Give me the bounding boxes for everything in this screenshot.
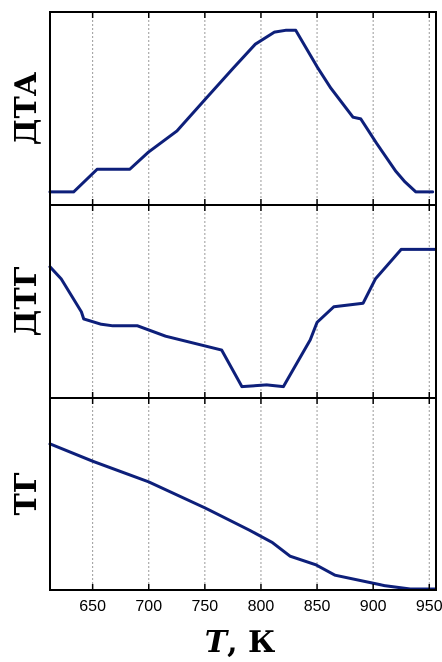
x-tick-label: 700 (135, 598, 162, 615)
x-tick-label: 900 (360, 598, 387, 615)
x-axis-unit: , К (227, 625, 275, 660)
y-axis-label-3: ТГ (9, 472, 44, 515)
tick-layer (91, 12, 431, 590)
panel-frame-3 (49, 397, 437, 591)
x-axis-variable: T (205, 625, 230, 660)
frame-layer (49, 11, 437, 591)
series-line-3 (48, 442, 437, 591)
x-axis-label: T, К (205, 625, 276, 660)
grid-layer (92, 12, 430, 590)
x-tick-label: 800 (248, 598, 275, 615)
panel-frame-1 (49, 11, 437, 206)
series-line-1 (48, 28, 435, 194)
series-line-2 (48, 247, 437, 389)
x-tick-label: 650 (79, 598, 106, 615)
y-axis-label-1: ДТА (9, 71, 44, 145)
x-tick-label: 950 (416, 598, 442, 615)
label-layer: ДТА ДТГ ТГ 650 700 750 800 850 900 950 (9, 71, 442, 615)
y-axis-label-2: ДТГ (9, 266, 44, 336)
series-layer (48, 28, 437, 591)
x-tick-label: 850 (304, 598, 331, 615)
x-tick-label: 750 (191, 598, 218, 615)
panel-frame-2 (49, 204, 437, 399)
